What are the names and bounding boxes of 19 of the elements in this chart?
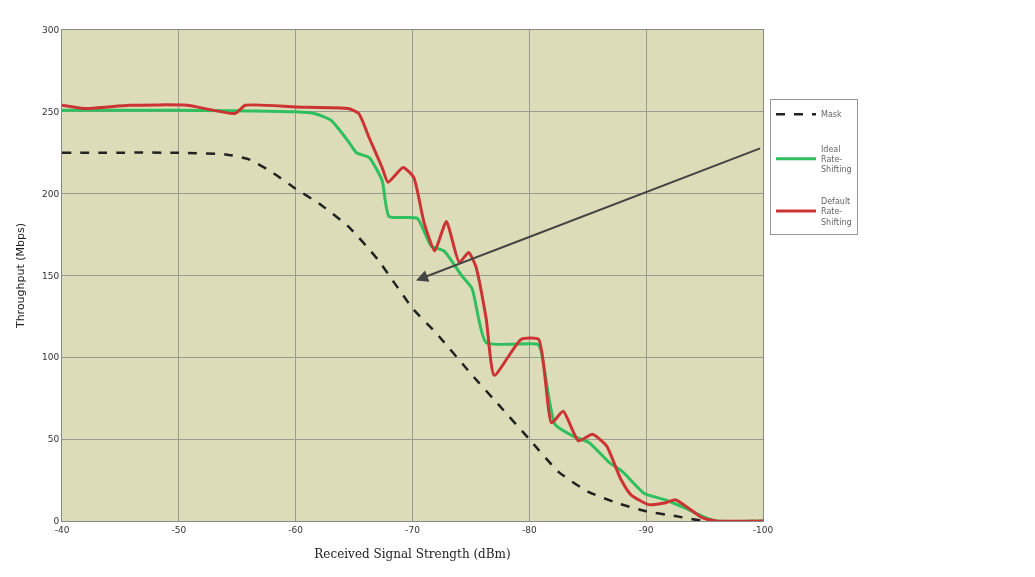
y-tick-label: 50 (47, 434, 60, 445)
legend-label: Ideal Rate-Shifting (821, 144, 852, 175)
x-tick-label: -100 (752, 524, 774, 535)
y-tick-label: 200 (42, 188, 60, 199)
y-axis-title: Throughput (Mbps) (13, 222, 27, 330)
x-tick-label: -90 (638, 524, 654, 535)
y-tick-label: 0 (53, 516, 60, 527)
x-tick-label: -60 (288, 524, 304, 535)
x-axis-title: Received Signal Strength (dBm) (314, 546, 511, 561)
y-tick-label: 250 (42, 106, 60, 117)
x-tick-label: -80 (521, 524, 537, 535)
y-tick-label: 150 (42, 270, 60, 281)
x-tick-label: -40 (54, 524, 70, 535)
y-tick-label: 100 (42, 352, 60, 363)
legend-label: Mask (821, 110, 842, 120)
x-tick-label: -50 (171, 524, 187, 535)
y-tick-label: 300 (42, 25, 60, 36)
legend-label: Default Rate-Shifting (821, 196, 852, 227)
x-tick-label: -70 (405, 524, 421, 535)
